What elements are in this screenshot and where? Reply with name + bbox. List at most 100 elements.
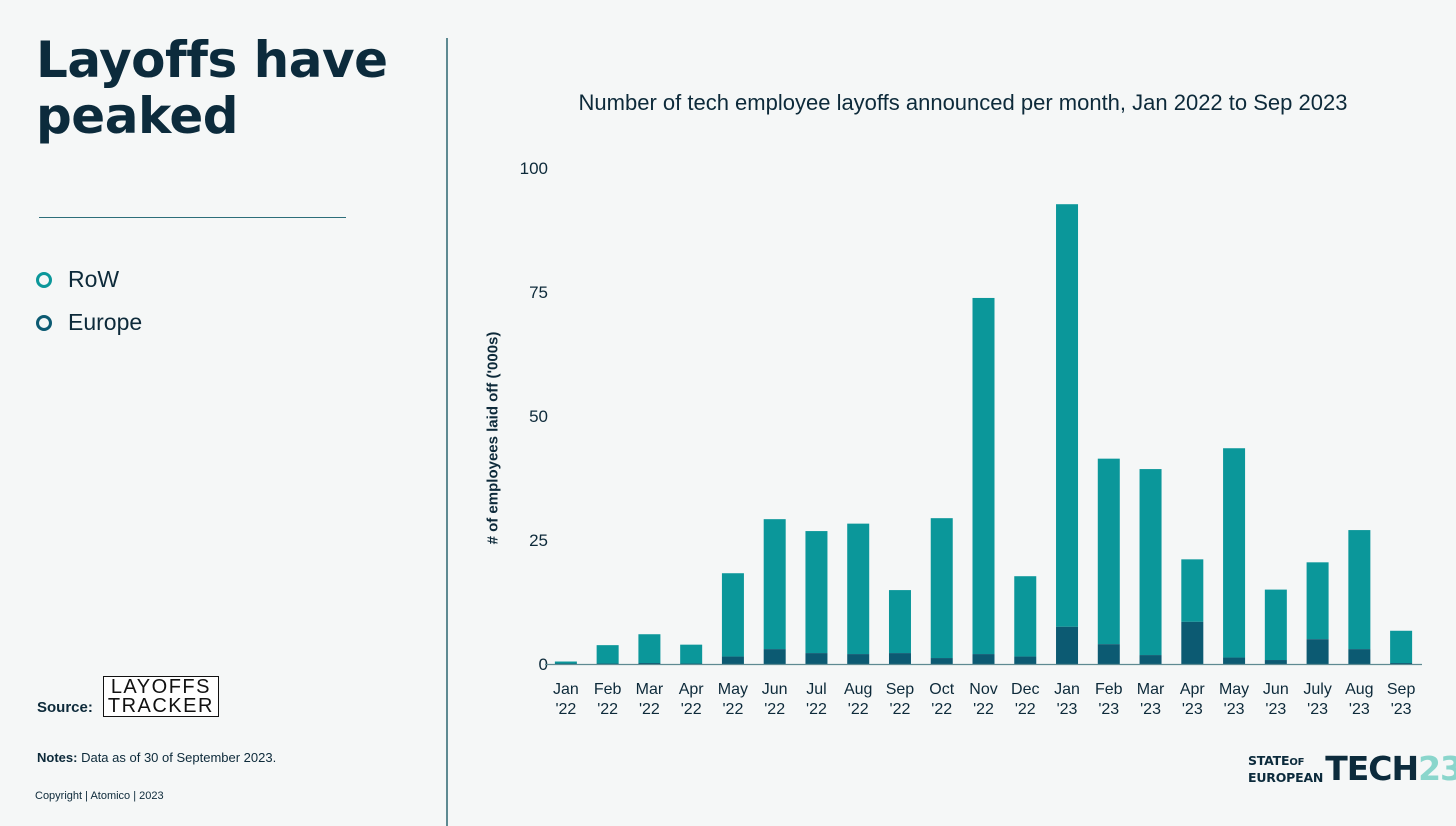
bar-europe: [1306, 639, 1329, 664]
x-tick-label-month: Sep: [886, 681, 915, 698]
y-tick-label: 25: [529, 531, 548, 550]
copyright: Copyright | Atomico | 2023: [35, 790, 164, 802]
legend-item-europe: Europe: [36, 301, 142, 344]
x-tick-label-year: '22: [639, 701, 660, 718]
bar-row: [972, 297, 995, 655]
bar-row: [680, 644, 703, 664]
x-tick-label-month: May: [1219, 681, 1249, 698]
bar-row: [1223, 448, 1246, 658]
brand-tech: TECH: [1325, 749, 1419, 788]
x-tick-label-month: Aug: [1345, 681, 1373, 698]
x-tick-label-month: Mar: [636, 681, 664, 698]
x-tick-label-year: '22: [764, 701, 785, 718]
bar-europe: [763, 649, 786, 664]
bar-row: [1306, 562, 1329, 640]
x-tick-label-month: Apr: [679, 681, 705, 698]
x-tick-label-year: '22: [973, 701, 994, 718]
x-tick-label-year: '22: [1015, 701, 1036, 718]
brand-year: 23: [1418, 749, 1456, 788]
bar-row: [1264, 589, 1287, 661]
bar-row: [930, 518, 953, 659]
bar-europe: [1139, 655, 1162, 664]
legend-label-row: RoW: [68, 266, 120, 292]
x-tick-label-month: Jan: [1054, 681, 1080, 698]
x-tick-label-year: '22: [722, 701, 743, 718]
x-tick-label-year: '23: [1265, 701, 1286, 718]
logo-line-2: TRACKER: [107, 695, 214, 717]
source-block: Source: LAYOFFS TRACKER: [37, 676, 219, 717]
notes-label: Notes:: [37, 750, 78, 765]
bar-europe: [1264, 660, 1287, 664]
brand-left: STATEOF EUROPEAN: [1248, 753, 1323, 785]
bar-europe: [721, 656, 744, 664]
bar-row: [1056, 204, 1079, 627]
bar-europe: [1348, 649, 1371, 664]
x-tick-label-year: '23: [1391, 701, 1412, 718]
headline-divider: [39, 217, 346, 218]
x-tick-label-year: '22: [848, 701, 869, 718]
x-tick-label-year: '23: [1140, 701, 1161, 718]
notes-text: Data as of 30 of September 2023.: [81, 750, 277, 765]
logo-line-1: LAYOFFS: [110, 676, 211, 698]
brand-of: OF: [1289, 756, 1305, 768]
x-tick-label-year: '23: [1224, 701, 1245, 718]
bar-europe: [1056, 626, 1079, 664]
bar-europe: [1223, 657, 1246, 664]
x-tick-label-month: Feb: [594, 681, 622, 698]
page-headline: Layoffs have peaked: [36, 31, 388, 145]
x-tick-label-year: '22: [597, 701, 618, 718]
x-tick-label-year: '23: [1182, 701, 1203, 718]
x-tick-label-month: July: [1303, 681, 1331, 698]
x-tick-label-year: '23: [1307, 701, 1328, 718]
vertical-divider: [446, 38, 448, 826]
x-tick-label-month: Feb: [1095, 681, 1123, 698]
bar-europe: [1390, 663, 1413, 664]
x-tick-label-year: '22: [890, 701, 911, 718]
x-tick-label-month: Jul: [806, 681, 826, 698]
x-tick-label-month: Oct: [929, 681, 954, 698]
x-tick-label-year: '22: [681, 701, 702, 718]
bar-row: [1390, 630, 1413, 664]
bar-europe: [638, 663, 661, 664]
x-tick-label-year: '23: [1349, 701, 1370, 718]
y-tick-label: 100: [520, 159, 548, 178]
x-tick-label-month: Jun: [762, 681, 788, 698]
bar-row: [1139, 469, 1162, 656]
chart-title: Number of tech employee layoffs announce…: [578, 90, 1348, 115]
x-tick-label-month: Sep: [1387, 681, 1416, 698]
bar-row: [596, 645, 619, 664]
bar-row: [721, 573, 744, 657]
legend-marker-row: [36, 271, 52, 288]
legend-label-europe: Europe: [68, 309, 143, 335]
notes: Notes: Data as of 30 of September 2023.: [37, 750, 276, 765]
bar-row: [554, 661, 577, 664]
y-tick-label: 0: [539, 655, 548, 674]
bar-europe: [1014, 656, 1037, 664]
bar-europe: [972, 654, 995, 664]
bar-row: [1097, 458, 1120, 645]
x-tick-label-year: '23: [1057, 701, 1078, 718]
x-tick-label-year: '22: [931, 701, 952, 718]
brand-european: EUROPEAN: [1248, 769, 1324, 785]
x-tick-label-year: '23: [1098, 701, 1119, 718]
bar-europe: [1181, 621, 1204, 664]
legend-marker-europe: [36, 314, 52, 331]
x-tick-label-month: Nov: [969, 681, 997, 698]
chart-legend: RoW Europe: [36, 258, 142, 344]
bar-row: [1348, 530, 1371, 650]
legend-item-row: RoW: [36, 258, 142, 301]
x-tick-label-month: Jun: [1263, 681, 1289, 698]
bar-row: [847, 523, 870, 655]
bar-europe: [847, 654, 870, 664]
source-label: Source:: [37, 699, 93, 716]
bar-europe: [1097, 644, 1120, 664]
state-of-european-tech-logo: STATEOF EUROPEAN TECH 23: [1248, 752, 1456, 785]
bar-europe: [805, 653, 828, 664]
layoffs-tracker-logo: LAYOFFS TRACKER: [102, 676, 219, 717]
x-tick-label-month: Mar: [1137, 681, 1165, 698]
bar-europe: [888, 653, 911, 664]
x-tick-label-month: Jan: [553, 681, 579, 698]
bar-row: [888, 590, 911, 654]
x-tick-label-month: Dec: [1011, 681, 1039, 698]
